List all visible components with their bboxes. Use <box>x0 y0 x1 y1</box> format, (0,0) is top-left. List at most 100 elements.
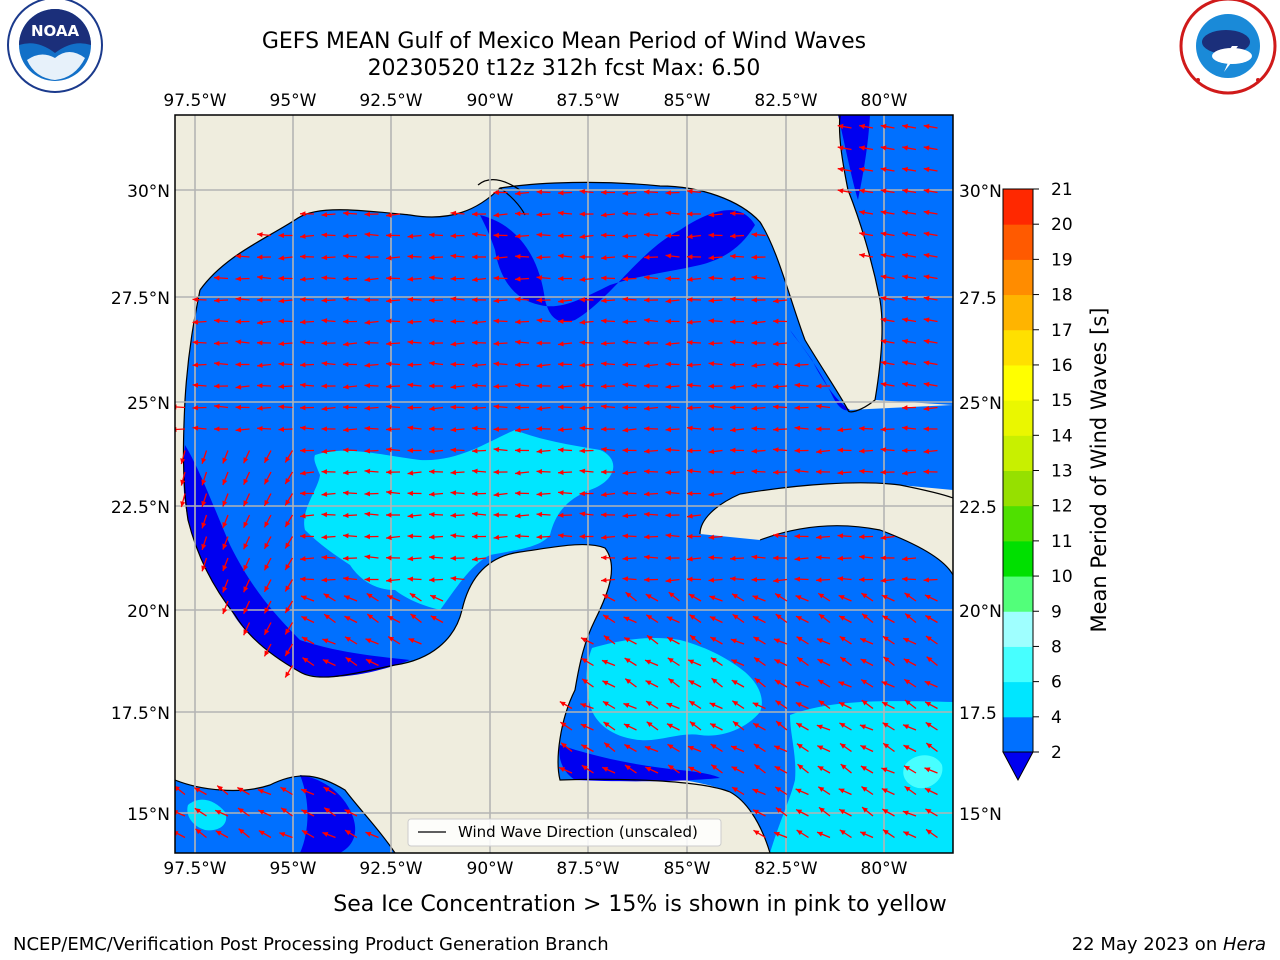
wind-arrow-head <box>622 533 629 539</box>
wind-arrow-head <box>904 679 911 685</box>
lat-tick-label: 17.5 <box>959 704 997 724</box>
wind-arrow-head <box>601 555 607 561</box>
wind-arrow-head <box>386 340 392 347</box>
colorbar-segment <box>1003 400 1033 436</box>
wind-arrow-head <box>687 468 693 474</box>
wind-arrow-head <box>882 829 889 835</box>
wind-arrow-head <box>235 384 242 390</box>
wind-arrow-head <box>515 211 521 217</box>
colorbar-segment <box>1003 611 1033 647</box>
wind-arrow-head <box>343 404 349 410</box>
wind-arrow-head <box>859 425 865 432</box>
lat-tick-label: 20°N <box>127 602 170 622</box>
wind-arrow-head <box>343 233 349 239</box>
wind-arrow-head <box>601 426 607 432</box>
wind-arrow-head <box>515 427 521 433</box>
wind-arrow-head <box>666 616 673 622</box>
wind-arrow-head <box>450 233 456 239</box>
wind-arrow-head <box>601 189 607 196</box>
wind-arrow-head <box>472 231 478 238</box>
wind-arrow-head <box>192 405 198 411</box>
wind-arrow-head <box>902 360 908 366</box>
wind-arrow-head <box>264 521 270 528</box>
wind-arrow-head <box>622 253 629 260</box>
wind-arrow-head <box>388 636 395 642</box>
wind-arrow-head <box>710 723 717 729</box>
wind-arrow-head <box>751 232 758 238</box>
wind-arrow-head <box>665 341 672 347</box>
wind-arrow-head <box>925 808 932 814</box>
wind-arrow-head <box>536 491 543 497</box>
wind-arrow-head <box>861 700 868 706</box>
wind-arrow-head <box>818 807 825 813</box>
wind-arrow-head <box>883 743 890 749</box>
wind-arrow-head <box>201 500 207 507</box>
wind-arrow-head <box>645 594 652 600</box>
wind-arrow-head <box>279 832 286 838</box>
wind-arrow-head <box>601 212 607 218</box>
wind-arrow-head <box>732 721 739 727</box>
wind-arrow-head <box>300 513 306 519</box>
wind-arrow-head <box>301 809 308 815</box>
wind-arrow-head <box>601 659 608 665</box>
wind-wave-direction-arrows <box>175 123 938 839</box>
wind-arrow-head <box>730 319 736 325</box>
wind-arrow-head <box>579 340 586 346</box>
wind-arrow-head <box>644 468 650 475</box>
wind-arrow-head <box>343 361 349 368</box>
wind-arrow-head <box>278 383 285 390</box>
colorbar-segment <box>1003 294 1033 331</box>
wind-arrow-head <box>880 295 887 302</box>
wind-arrow-head <box>450 533 457 539</box>
nws-logo <box>1179 0 1277 95</box>
wind-arrow-head <box>300 533 306 539</box>
wind-arrow-head <box>773 341 779 347</box>
wind-arrow-head <box>321 275 328 281</box>
wind-arrow-head <box>345 830 352 836</box>
wind-arrow-head <box>666 723 673 729</box>
wind-arrow-head <box>862 807 868 813</box>
wind-arrow-head <box>558 253 564 259</box>
wind-arrow-head <box>859 576 865 583</box>
wind-arrow-head <box>243 521 249 528</box>
wind-arrow-head <box>880 274 887 280</box>
wind-arrow-head <box>243 586 249 593</box>
wind-arrow-head <box>386 534 392 541</box>
wind-arrow-head <box>751 468 758 475</box>
colorbar-tick-label: 4 <box>1051 708 1062 728</box>
wind-arrow-head <box>773 383 779 390</box>
wind-arrow-head <box>751 319 758 326</box>
wind-arrow-head <box>407 276 414 282</box>
wind-arrow-head <box>343 555 349 561</box>
wind-arrow-head <box>817 766 824 772</box>
wind-arrow-head <box>880 577 887 583</box>
wind-arrow-head <box>708 232 714 238</box>
wind-arrow-head <box>796 616 803 621</box>
wind-arrow-head <box>278 404 285 410</box>
wind-arrow-head <box>579 448 585 454</box>
wind-arrow-head <box>622 211 629 217</box>
wind-arrow-head <box>773 426 779 433</box>
wind-arrow-head <box>536 254 543 260</box>
lat-tick-label: 20°N <box>959 602 1002 622</box>
wind-arrow-head <box>644 297 650 303</box>
wind-arrow-head <box>558 469 564 476</box>
colorbar-tick-label: 16 <box>1051 356 1073 376</box>
colorbar-tick-label: 10 <box>1051 567 1073 587</box>
wind-arrow-head <box>624 637 631 643</box>
wind-arrow-head <box>579 211 585 217</box>
wind-arrow-head <box>386 404 392 410</box>
wind-arrow-head <box>837 470 844 476</box>
wind-arrow-head <box>923 317 930 323</box>
wind-arrow-head <box>753 636 760 642</box>
wind-arrow-head <box>321 212 328 218</box>
wind-arrow-head <box>408 638 415 644</box>
wind-arrow-head <box>243 500 249 507</box>
wind-arrow-head <box>300 211 306 217</box>
wind-arrow-head <box>558 298 564 304</box>
wind-arrow-head <box>710 657 717 663</box>
wind-arrow-head <box>796 830 803 836</box>
wind-arrow-head <box>601 340 607 347</box>
wind-arrow-head <box>816 383 822 389</box>
wind-arrow-head <box>753 830 760 836</box>
